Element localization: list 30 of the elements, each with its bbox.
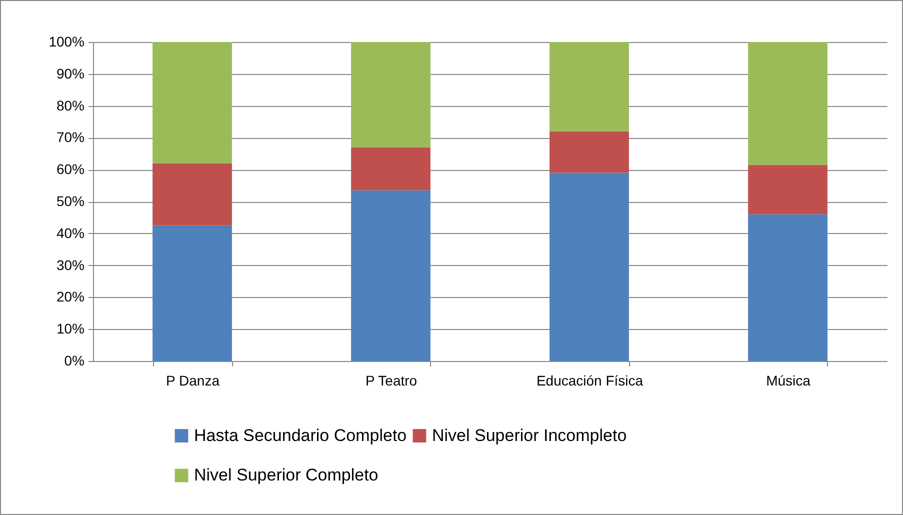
- y-tick-label: 70%: [56, 129, 84, 146]
- bar: [351, 147, 430, 190]
- y-tick-label: 40%: [56, 224, 84, 241]
- bar: [550, 172, 629, 361]
- bar: [748, 42, 828, 165]
- bar: [152, 163, 232, 226]
- bar: [152, 225, 232, 361]
- y-tick-label: 50%: [56, 193, 84, 209]
- bar: [550, 42, 629, 132]
- y-tick-label: 20%: [56, 288, 84, 305]
- bar: [351, 190, 430, 361]
- legend-label: Nivel Superior Completo: [194, 466, 378, 484]
- y-tick-label: 0%: [64, 352, 84, 368]
- x-tick-label: Educación Física: [536, 372, 644, 388]
- bar: [748, 164, 828, 214]
- bar: [152, 42, 232, 164]
- y-tick-label: 10%: [56, 320, 84, 337]
- y-tick-label: 80%: [56, 97, 84, 114]
- y-tick-label: 100%: [48, 34, 84, 50]
- legend-label: Hasta Secundario Completo: [194, 426, 407, 445]
- bar: [351, 42, 430, 148]
- x-tick-label: Música: [766, 372, 811, 388]
- y-tick-label: 30%: [56, 256, 84, 273]
- x-tick-label: P Danza: [166, 372, 220, 388]
- bar: [748, 214, 828, 361]
- y-tick-label: 90%: [56, 65, 84, 82]
- bar: [550, 131, 629, 173]
- y-tick-label: 60%: [56, 161, 84, 178]
- x-tick-label: P Teatro: [365, 372, 418, 388]
- legend-label: Nivel Superior Incompleto: [432, 426, 627, 445]
